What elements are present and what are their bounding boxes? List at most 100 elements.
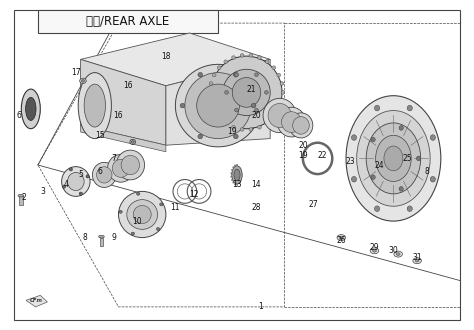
Ellipse shape [84,84,105,127]
Text: 7: 7 [111,154,116,163]
Ellipse shape [112,159,129,177]
Ellipse shape [99,235,104,238]
Polygon shape [166,59,270,145]
Ellipse shape [233,134,238,139]
Ellipse shape [251,103,256,108]
Ellipse shape [417,156,421,161]
Ellipse shape [230,172,232,174]
Ellipse shape [127,200,157,229]
Ellipse shape [415,259,419,262]
Ellipse shape [240,128,244,131]
Ellipse shape [249,128,253,131]
Ellipse shape [236,184,238,186]
Ellipse shape [224,121,228,125]
Ellipse shape [86,175,89,178]
Ellipse shape [232,56,236,59]
Ellipse shape [18,194,24,197]
Ellipse shape [399,126,403,130]
Ellipse shape [223,69,270,116]
Text: 20: 20 [251,111,261,120]
Ellipse shape [265,60,269,64]
Ellipse shape [371,175,375,180]
Ellipse shape [92,162,116,187]
Polygon shape [81,59,166,145]
Text: 9: 9 [111,233,116,242]
Ellipse shape [175,64,261,147]
Ellipse shape [26,97,36,120]
Text: 15: 15 [95,131,104,140]
Ellipse shape [212,73,216,77]
Ellipse shape [185,73,251,139]
Ellipse shape [160,203,163,206]
Ellipse shape [131,232,135,235]
Text: 26: 26 [337,236,346,246]
Text: 19: 19 [228,127,237,137]
Ellipse shape [263,98,296,133]
Text: 22: 22 [318,150,327,160]
Ellipse shape [235,73,238,77]
Ellipse shape [108,154,134,182]
Ellipse shape [272,66,276,70]
Ellipse shape [198,134,202,139]
Ellipse shape [198,72,203,77]
Ellipse shape [277,108,281,112]
Ellipse shape [249,53,253,57]
Ellipse shape [407,206,412,212]
Polygon shape [81,125,166,152]
Ellipse shape [282,112,301,132]
Ellipse shape [370,248,379,254]
Ellipse shape [280,82,284,85]
Ellipse shape [268,104,291,127]
Ellipse shape [209,100,213,103]
Ellipse shape [225,91,228,94]
Ellipse shape [230,176,232,178]
Text: 14: 14 [251,180,261,189]
Ellipse shape [69,168,73,171]
Text: 6: 6 [97,167,102,176]
Ellipse shape [374,105,380,111]
Ellipse shape [62,167,90,196]
Text: 18: 18 [161,51,171,61]
Text: 12: 12 [190,190,199,199]
Ellipse shape [21,89,40,129]
Text: 4: 4 [64,180,69,189]
Ellipse shape [232,125,236,129]
Text: 24: 24 [374,160,384,170]
Ellipse shape [116,150,145,180]
Ellipse shape [78,73,111,139]
Ellipse shape [281,91,285,94]
Ellipse shape [233,72,238,77]
Ellipse shape [79,192,82,195]
Ellipse shape [240,53,244,57]
Ellipse shape [272,115,276,119]
Ellipse shape [212,108,216,112]
Text: 16: 16 [114,111,123,120]
Ellipse shape [277,107,306,137]
Ellipse shape [280,100,284,103]
Ellipse shape [97,167,112,183]
Ellipse shape [130,139,136,145]
Ellipse shape [180,103,185,108]
Ellipse shape [399,186,403,191]
Text: 17: 17 [71,68,81,77]
Ellipse shape [231,179,233,181]
Ellipse shape [63,185,66,188]
Ellipse shape [118,191,166,238]
Text: 21: 21 [246,84,256,94]
Text: 6: 6 [17,111,21,120]
Bar [38,10,218,33]
Ellipse shape [374,206,380,212]
Text: 3: 3 [40,187,45,196]
Ellipse shape [413,258,421,264]
Ellipse shape [346,96,441,221]
Ellipse shape [236,164,238,166]
Text: 10: 10 [133,216,142,226]
Ellipse shape [232,78,261,107]
Text: 5: 5 [78,170,83,180]
Polygon shape [81,33,270,86]
Bar [19,196,23,205]
Ellipse shape [255,108,258,112]
Ellipse shape [217,115,221,119]
Ellipse shape [232,166,234,168]
Text: 29: 29 [370,243,379,252]
